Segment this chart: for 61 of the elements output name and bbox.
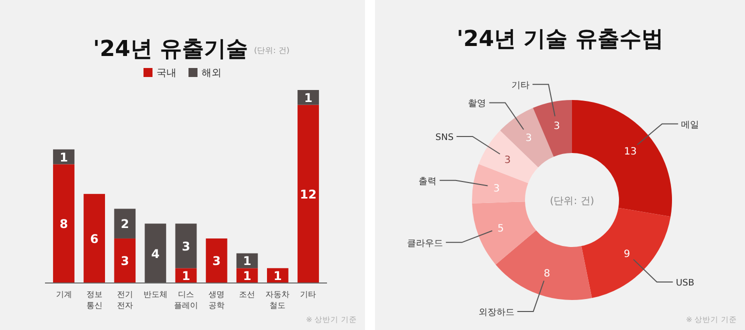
bar xyxy=(206,238,228,283)
data-label: 3 xyxy=(212,254,221,268)
donut-slice xyxy=(581,208,671,298)
donut-slice xyxy=(472,164,528,204)
slice-label: 기타 xyxy=(511,80,530,91)
data-label: 9 xyxy=(624,249,630,260)
data-label: 3 xyxy=(526,132,532,144)
slice-label: 출력 xyxy=(418,176,437,187)
x-tick-label: 전기 전자 xyxy=(116,290,133,310)
x-tick-label: 디스 플레이 xyxy=(174,290,198,310)
data-label: 3 xyxy=(504,154,511,166)
data-label: 8 xyxy=(544,268,550,280)
x-tick-label: 생명 공학 xyxy=(208,290,225,310)
donut-slice xyxy=(532,100,572,157)
data-label: 1 xyxy=(60,150,68,164)
x-tick-label: 반도체 xyxy=(143,290,168,299)
bar xyxy=(114,238,136,283)
donut-slice xyxy=(500,108,554,168)
slice-label: 클라우드 xyxy=(406,238,443,249)
x-tick-label: 기타 xyxy=(300,290,316,299)
data-label: 3 xyxy=(182,239,190,254)
x-tick-label: 정보 통신 xyxy=(86,290,102,310)
x-tick-label: 조선 xyxy=(239,290,256,299)
data-label: 3 xyxy=(554,121,560,132)
slice-label: SNS xyxy=(435,133,454,144)
bar xyxy=(175,224,197,268)
text: (단위: 건) xyxy=(550,196,594,207)
bar xyxy=(84,194,106,283)
data-label: 12 xyxy=(300,187,317,202)
data-label: 6 xyxy=(90,232,98,246)
data-label: 8 xyxy=(60,217,68,232)
data-label: 1 xyxy=(304,90,312,105)
data-label: 3 xyxy=(120,254,130,268)
donut-slice xyxy=(472,202,536,265)
bar xyxy=(298,90,319,105)
bar xyxy=(298,104,319,283)
bar xyxy=(114,208,136,238)
data-label: 1 xyxy=(182,269,190,284)
data-label: 13 xyxy=(624,146,637,158)
data-label: 2 xyxy=(120,217,130,232)
slice-label: 외장하드 xyxy=(478,308,514,318)
data-label: 4 xyxy=(151,246,160,261)
chart-title: '24년 기술 유출수법 xyxy=(456,27,664,52)
donut-slice xyxy=(478,130,538,184)
data-label: 1 xyxy=(242,269,252,284)
legend-label: 국내 xyxy=(156,68,176,79)
x-tick-label: 기계 xyxy=(56,290,72,299)
text: (단위: 건) xyxy=(254,46,290,55)
slice-label: 촬영 xyxy=(468,99,486,110)
data-label: 1 xyxy=(274,269,282,284)
bar xyxy=(53,164,74,283)
data-label: 1 xyxy=(242,254,252,268)
donut-slice xyxy=(496,230,592,300)
slice-label: 메일 xyxy=(681,120,700,130)
data-label: 5 xyxy=(497,223,504,234)
data-label: 3 xyxy=(493,183,500,194)
slice-label: USB xyxy=(676,278,694,289)
x-tick-label: 자동차 철도 xyxy=(266,290,290,310)
bar xyxy=(144,224,166,283)
legend-label: 해외 xyxy=(202,68,222,79)
chart-title: '24년 유출기술 xyxy=(92,37,248,62)
